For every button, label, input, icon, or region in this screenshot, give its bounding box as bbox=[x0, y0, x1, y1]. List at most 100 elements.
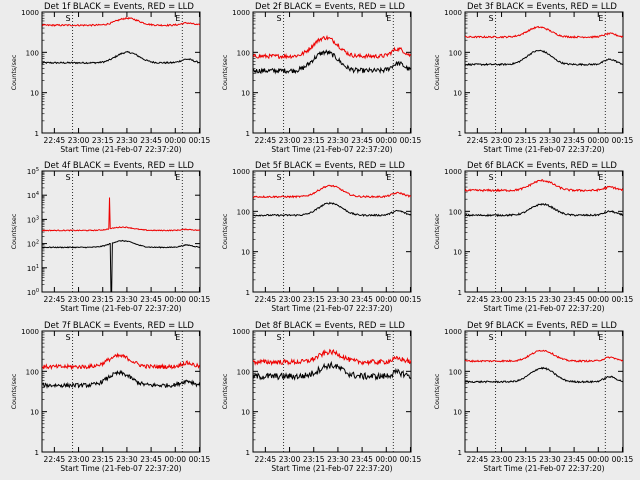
end-marker: E bbox=[598, 14, 603, 23]
end-marker: E bbox=[175, 14, 180, 23]
y-axis-label: Counts/sec bbox=[10, 213, 18, 249]
lld-series-line bbox=[465, 25, 623, 39]
x-tick-label: 23:30 bbox=[116, 136, 138, 145]
plot-frame bbox=[252, 170, 412, 293]
x-tick-label: 23:00 bbox=[491, 136, 513, 145]
y-tick-label: 100 bbox=[449, 368, 462, 376]
y-axis-label: Counts/sec bbox=[221, 54, 229, 90]
x-axis-label: Start Time (21-Feb-07 22:37:20) bbox=[60, 304, 181, 313]
end-marker: E bbox=[386, 333, 391, 342]
x-tick-label: 22:45 bbox=[467, 455, 489, 464]
x-tick-label: 23:00 bbox=[491, 455, 513, 464]
y-axis-label: Counts/sec bbox=[433, 54, 441, 90]
lld-series-line bbox=[253, 348, 411, 367]
y-tick-exponent: 1 bbox=[36, 264, 39, 270]
y-tick-label: 1 bbox=[246, 289, 250, 297]
x-tick-label: 23:00 bbox=[279, 295, 301, 304]
y-tick-label: 100 bbox=[237, 49, 250, 57]
y-tick-label: 102 bbox=[27, 240, 39, 249]
start-marker: S bbox=[277, 14, 282, 23]
y-tick-exponent: 5 bbox=[36, 167, 39, 173]
y-axis-label: Counts/sec bbox=[221, 213, 229, 249]
start-marker: S bbox=[489, 333, 494, 342]
panel-title: Det 5f BLACK = Events, RED = LLD bbox=[255, 161, 405, 171]
lld-series-line bbox=[42, 352, 200, 371]
x-tick-label: 22:45 bbox=[44, 455, 66, 464]
y-tick-label: 1000 bbox=[21, 9, 39, 17]
y-axis-label: Counts/sec bbox=[433, 373, 441, 409]
y-tick-label: 1 bbox=[458, 130, 462, 138]
lld-series-line bbox=[465, 349, 623, 363]
y-tick-label: 1 bbox=[246, 130, 250, 138]
y-tick-label: 10 bbox=[453, 90, 462, 98]
y-tick-label: 1 bbox=[246, 449, 250, 457]
detector-panel-5: Det 5f BLACK = Events, RED = LLD 1 10 100 10… bbox=[221, 161, 421, 313]
x-tick-label: 00:15 bbox=[400, 455, 422, 464]
x-tick-label: 00:00 bbox=[375, 455, 397, 464]
y-tick-label: 1 bbox=[458, 449, 462, 457]
x-tick-label: 00:00 bbox=[164, 455, 186, 464]
end-marker: E bbox=[598, 173, 603, 182]
end-marker: E bbox=[598, 333, 603, 342]
x-tick-label: 23:15 bbox=[92, 295, 114, 304]
y-axis-label: Counts/sec bbox=[10, 373, 18, 409]
x-tick-label: 22:45 bbox=[44, 136, 66, 145]
y-tick-label: 100 bbox=[237, 208, 250, 216]
y-tick-label: 1 bbox=[458, 289, 462, 297]
detector-panel-2: Det 2f BLACK = Events, RED = LLD 1 10 100 10… bbox=[221, 2, 421, 154]
detector-panel-4: Det 4f BLACK = Events, RED = LLD10010110… bbox=[10, 161, 210, 313]
x-axis-label: Start Time (21-Feb-07 22:37:20) bbox=[483, 304, 604, 313]
x-axis-label: Start Time (21-Feb-07 22:37:20) bbox=[60, 464, 181, 473]
y-tick-label: 10 bbox=[241, 409, 250, 417]
detector-panel-9: Det 9f BLACK = Events, RED = LLD 1 10 100 10… bbox=[433, 321, 633, 473]
plot-frame bbox=[252, 330, 412, 453]
lld-series-line bbox=[42, 16, 200, 27]
x-tick-label: 00:00 bbox=[587, 136, 609, 145]
y-tick-label: 100 bbox=[26, 368, 39, 376]
x-tick-label: 00:15 bbox=[400, 136, 422, 145]
y-tick-label: 1000 bbox=[444, 168, 462, 176]
x-tick-label: 23:00 bbox=[279, 455, 301, 464]
plot-frame bbox=[41, 330, 201, 453]
panel-title: Det 9f BLACK = Events, RED = LLD bbox=[467, 321, 617, 331]
x-tick-label: 23:45 bbox=[140, 455, 162, 464]
y-tick-label: 100 bbox=[449, 49, 462, 57]
y-tick-exponent: 0 bbox=[36, 288, 39, 294]
x-tick-label: 22:45 bbox=[255, 455, 277, 464]
y-tick-label: 10 bbox=[30, 90, 39, 98]
end-marker: E bbox=[386, 14, 391, 23]
y-tick-label: 1000 bbox=[232, 168, 250, 176]
x-axis-label: Start Time (21-Feb-07 22:37:20) bbox=[483, 145, 604, 154]
panel-title: Det 7f BLACK = Events, RED = LLD bbox=[44, 321, 194, 331]
y-tick-exponent: 3 bbox=[36, 215, 39, 221]
plot-frame bbox=[41, 170, 201, 293]
y-tick-label: 100 bbox=[27, 288, 39, 297]
x-tick-label: 23:30 bbox=[539, 455, 561, 464]
events-series-line bbox=[42, 239, 200, 292]
x-tick-label: 23:45 bbox=[351, 295, 373, 304]
x-tick-label: 00:15 bbox=[189, 295, 211, 304]
y-tick-label: 100 bbox=[237, 368, 250, 376]
y-axis-label: Counts/sec bbox=[221, 373, 229, 409]
plot-frame bbox=[464, 11, 624, 134]
events-series-line bbox=[42, 50, 200, 65]
x-tick-label: 23:30 bbox=[327, 455, 349, 464]
x-tick-label: 00:15 bbox=[189, 455, 211, 464]
x-tick-label: 23:45 bbox=[140, 295, 162, 304]
events-series-line bbox=[465, 366, 623, 384]
x-tick-label: 00:00 bbox=[375, 295, 397, 304]
x-axis-label: Start Time (21-Feb-07 22:37:20) bbox=[271, 304, 392, 313]
y-tick-label: 10 bbox=[241, 90, 250, 98]
events-series-line bbox=[253, 201, 411, 217]
start-marker: S bbox=[277, 173, 282, 182]
end-marker: E bbox=[175, 333, 180, 342]
start-marker: S bbox=[489, 173, 494, 182]
lld-series-line bbox=[465, 179, 623, 193]
panel-title: Det 8f BLACK = Events, RED = LLD bbox=[255, 321, 405, 331]
x-tick-label: 00:00 bbox=[587, 455, 609, 464]
x-axis-label: Start Time (21-Feb-07 22:37:20) bbox=[271, 145, 392, 154]
panel-title: Det 3f BLACK = Events, RED = LLD bbox=[467, 2, 617, 12]
y-tick-label: 10 bbox=[30, 409, 39, 417]
x-tick-label: 00:15 bbox=[612, 455, 634, 464]
